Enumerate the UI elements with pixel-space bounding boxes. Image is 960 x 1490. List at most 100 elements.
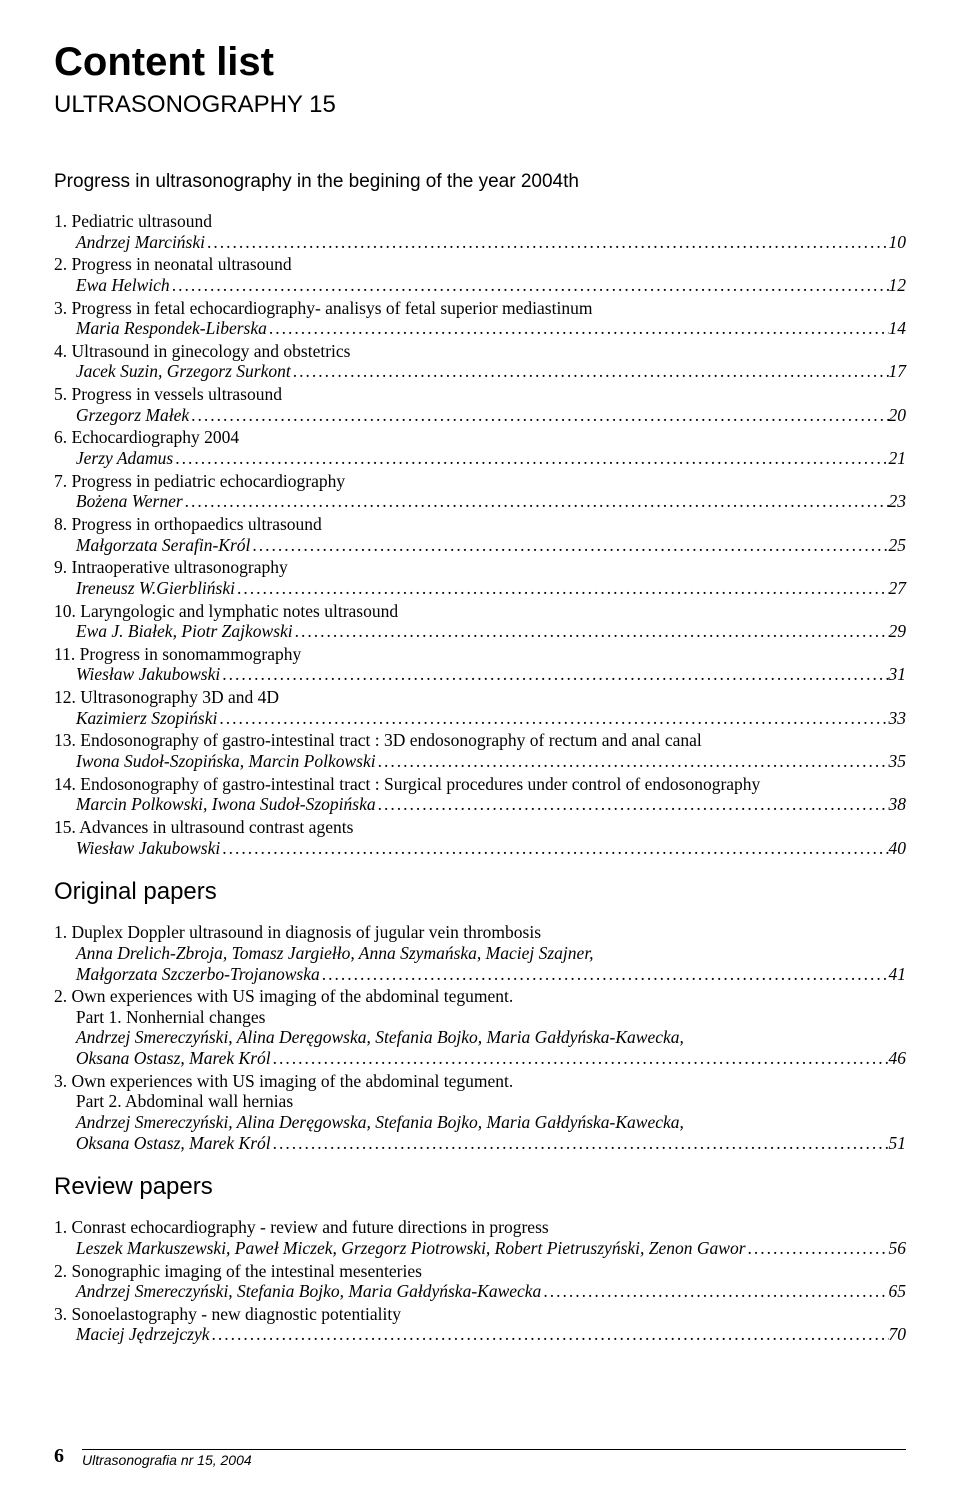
toc-entry-title: 8. Progress in orthopaedics ultrasound (54, 514, 906, 535)
footer-journal: Ultrasonografia nr 15, 2004 (82, 1449, 906, 1468)
toc-entry: 2. Progress in neonatal ultrasound Ewa H… (54, 254, 906, 295)
toc-entry-author-line: Andrzej Marciński 10 (54, 232, 906, 253)
toc-entry-author: Oksana Ostasz, Marek Król (76, 1133, 271, 1154)
toc-entry-author-line: Oksana Ostasz, Marek Król46 (54, 1048, 906, 1069)
toc-entry-author: Ewa J. Białek, Piotr Zajkowski (76, 621, 293, 642)
toc-entry-page: 21 (889, 448, 907, 469)
indent (54, 794, 76, 815)
toc-entry-title: 11. Progress in sonomammography (54, 644, 906, 665)
toc-main: 1. Pediatric ultrasound Andrzej Marcińsk… (54, 211, 906, 858)
toc-entry-author-line: Wiesław Jakubowski 31 (54, 664, 906, 685)
toc-entry-title: 2. Progress in neonatal ultrasound (54, 254, 906, 275)
toc-entry: 3. Progress in fetal echocardiography- a… (54, 298, 906, 339)
toc-leader (170, 275, 889, 296)
toc-leader (220, 838, 888, 859)
toc-entry: 2. Sonographic imaging of the intestinal… (54, 1261, 906, 1302)
toc-leader (205, 232, 889, 253)
toc-leader (220, 664, 888, 685)
toc-leader (271, 1133, 889, 1154)
indent (54, 318, 76, 339)
toc-entry: 13. Endosonography of gastro-intestinal … (54, 730, 906, 771)
toc-entry: 1. Duplex Doppler ultrasound in diagnosi… (54, 922, 906, 984)
toc-entry-author: Andrzej Marciński (76, 232, 205, 253)
toc-entry: 9. Intraoperative ultrasonography Ireneu… (54, 557, 906, 598)
toc-entry-page: 20 (889, 405, 907, 426)
toc-leader (250, 535, 888, 556)
indent (54, 491, 76, 512)
page-title: Content list (54, 40, 906, 85)
toc-leader (293, 621, 889, 642)
toc-entry-author: Andrzej Smereczyński, Stefania Bojko, Ma… (76, 1281, 541, 1302)
toc-entry-page: 65 (889, 1281, 907, 1302)
toc-entry-author: Kazimierz Szopiński (76, 708, 217, 729)
toc-entry-author: Wiesław Jakubowski (76, 664, 220, 685)
toc-entry-author-cont: Andrzej Smereczyński, Alina Deręgowska, … (54, 1112, 906, 1133)
toc-entry-author: Oksana Ostasz, Marek Król (76, 1048, 271, 1069)
toc-entry-author-line: Ewa Helwich 12 (54, 275, 906, 296)
toc-entry-title: 10. Laryngologic and lymphatic notes ult… (54, 601, 906, 622)
toc-leader (746, 1238, 889, 1259)
toc-entry: 5. Progress in vessels ultrasound Grzego… (54, 384, 906, 425)
toc-entry-page: 35 (889, 751, 907, 772)
toc-entry-author-line: Oksana Ostasz, Marek Król51 (54, 1133, 906, 1154)
toc-entry-title: 4. Ultrasound in ginecology and obstetri… (54, 341, 906, 362)
toc-entry-title: 5. Progress in vessels ultrasound (54, 384, 906, 405)
toc-entry-author-line: Maria Respondek-Liberska14 (54, 318, 906, 339)
toc-entry-title: 9. Intraoperative ultrasonography (54, 557, 906, 578)
toc-entry-author: Ewa Helwich (76, 275, 170, 296)
toc-entry-page: 14 (889, 318, 907, 339)
toc-entry-author-line: Małgorzata Szczerbo-Trojanowska41 (54, 964, 906, 985)
toc-entry-author-cont: Anna Drelich-Zbroja, Tomasz Jargiełło, A… (54, 943, 906, 964)
toc-entry-page: 25 (889, 535, 907, 556)
indent (54, 621, 76, 642)
toc-entry-author-line: Ewa J. Białek, Piotr Zajkowski29 (54, 621, 906, 642)
toc-entry-author-line: Kazimierz Szopiński33 (54, 708, 906, 729)
toc-entry: 7. Progress in pediatric echocardiograph… (54, 471, 906, 512)
toc-entry-title: 13. Endosonography of gastro-intestinal … (54, 730, 906, 751)
toc-leader (320, 964, 889, 985)
toc-leader (291, 361, 889, 382)
indent (54, 578, 76, 599)
toc-leader (183, 491, 889, 512)
toc-entry-title: 3. Progress in fetal echocardiography- a… (54, 298, 906, 319)
toc-entry-author-line: Jacek Suzin, Grzegorz Surkont17 (54, 361, 906, 382)
indent (54, 838, 76, 859)
toc-entry-title: 7. Progress in pediatric echocardiograph… (54, 471, 906, 492)
toc-entry: 15. Advances in ultrasound contrast agen… (54, 817, 906, 858)
toc-leader (376, 751, 889, 772)
toc-leader (541, 1281, 888, 1302)
toc-entry-title: 3. Own experiences with US imaging of th… (54, 1071, 906, 1092)
toc-entry-title: 14. Endosonography of gastro-intestinal … (54, 774, 906, 795)
toc-entry-page: 41 (889, 964, 907, 985)
toc-entry: 10. Laryngologic and lymphatic notes ult… (54, 601, 906, 642)
toc-entry-author-line: Leszek Markuszewski, Paweł Miczek, Grzeg… (54, 1238, 906, 1259)
toc-entry-author-cont: Andrzej Smereczyński, Alina Deręgowska, … (54, 1027, 906, 1048)
toc-leader (189, 405, 888, 426)
page-footer: 6 Ultrasonografia nr 15, 2004 (54, 1445, 906, 1468)
toc-entry-page: 12 (889, 275, 907, 296)
toc-entry-author-line: Małgorzata Serafin-Król25 (54, 535, 906, 556)
toc-entry: 12. Ultrasonography 3D and 4D Kazimierz … (54, 687, 906, 728)
toc-entry-author: Maciej Jędrzejczyk (76, 1324, 210, 1345)
toc-entry-page: 38 (889, 794, 907, 815)
toc-entry-author: Wiesław Jakubowski (76, 838, 220, 859)
toc-entry-page: 31 (889, 664, 907, 685)
indent (54, 964, 76, 985)
footer-page-number: 6 (54, 1445, 64, 1468)
indent (54, 664, 76, 685)
toc-entry-author-line: Bożena Werner23 (54, 491, 906, 512)
toc-entry: 2. Own experiences with US imaging of th… (54, 986, 906, 1069)
toc-entry-author: Jerzy Adamus (76, 448, 173, 469)
toc-entry-title: 1. Duplex Doppler ultrasound in diagnosi… (54, 922, 906, 943)
toc-leader (173, 448, 888, 469)
toc-entry-page: 10 (889, 232, 907, 253)
toc-review: 1. Conrast echocardiography - review and… (54, 1217, 906, 1345)
toc-entry-title: 1. Pediatric ultrasound (54, 211, 906, 232)
toc-entry-title: 2. Own experiences with US imaging of th… (54, 986, 906, 1007)
indent (54, 1133, 76, 1154)
toc-entry-author-line: Jerzy Adamus 21 (54, 448, 906, 469)
toc-entry: 14. Endosonography of gastro-intestinal … (54, 774, 906, 815)
toc-entry-author: Marcin Polkowski, Iwona Sudoł-Szopińska (76, 794, 376, 815)
toc-leader (235, 578, 889, 599)
page-subtitle: ULTRASONOGRAPHY 15 (54, 91, 906, 119)
